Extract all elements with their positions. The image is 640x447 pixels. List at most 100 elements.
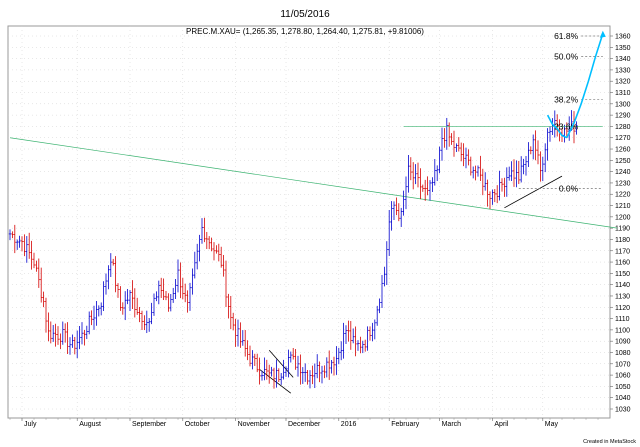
ohlc-bar: [392, 201, 396, 221]
ohlc-bar: [268, 364, 271, 384]
ohlc-bar: [541, 156, 544, 182]
ohlc-bar: [287, 349, 290, 378]
y-tick-label: 1100: [615, 327, 630, 334]
ohlc-bar: [522, 158, 525, 175]
ohlc-bar: [32, 252, 36, 269]
ohlc-bar: [419, 168, 422, 200]
y-tick-label: 1040: [615, 395, 631, 402]
ohlc-bar: [450, 133, 453, 145]
ohlc-bar: [52, 324, 55, 342]
ohlc-bar: [25, 236, 28, 263]
ohlc-bar: [11, 231, 14, 239]
y-tick-label: 1110: [615, 316, 630, 323]
ohlc-bar: [188, 282, 192, 311]
ohlc-bar: [294, 349, 297, 370]
ohlc-bar: [66, 322, 69, 354]
ohlc-bar: [169, 294, 172, 312]
ohlc-bar: [520, 156, 523, 183]
ohlc-bar: [263, 357, 266, 381]
ohlc-bar: [378, 298, 381, 314]
y-tick-label: 1340: [615, 56, 631, 63]
ohlc-bar: [469, 156, 472, 176]
ohlc-bar: [347, 320, 350, 342]
ohlc-bar: [299, 354, 302, 385]
y-tick-label: 1200: [615, 214, 631, 221]
ohlc-bar: [143, 315, 146, 331]
ohlc-bar: [301, 367, 304, 384]
ohlc-bar: [124, 291, 127, 321]
x-tick-label: March: [442, 421, 462, 428]
ohlc-bar: [395, 197, 398, 216]
ohlc-bar: [431, 177, 434, 192]
ohlc-bar: [40, 267, 43, 303]
ohlc-bar: [505, 167, 508, 197]
y-tick-label: 1080: [615, 350, 631, 357]
y-tick-label: 1030: [615, 407, 631, 414]
ohlc-bar: [277, 368, 280, 383]
ohlc-bar: [220, 246, 223, 268]
ohlc-bar: [71, 334, 74, 348]
ohlc-bar: [349, 321, 352, 350]
ohlc-bar: [107, 265, 110, 290]
ohlc-bar: [438, 146, 441, 174]
ohlc-bar: [388, 209, 391, 256]
ohlc-bar: [100, 302, 103, 316]
ohlc-bar: [313, 363, 316, 389]
ohlc-bar: [42, 291, 45, 308]
ohlc-bar: [229, 295, 232, 330]
ohlc-bar: [28, 232, 31, 259]
ohlc-bar: [445, 117, 448, 150]
y-tick-label: 1240: [615, 169, 631, 176]
ohlc-bar: [200, 218, 204, 244]
ohlc-bar: [30, 240, 33, 270]
ohlc-bar: [548, 126, 552, 142]
ohlc-bar: [47, 312, 50, 342]
ohlc-bar: [433, 159, 436, 186]
ohlc-bar: [436, 165, 439, 182]
ohlc-bar: [232, 312, 235, 331]
ohlc-bar: [35, 260, 38, 272]
ohlc-bar: [13, 224, 16, 254]
y-tick-label: 1070: [615, 361, 631, 368]
ohlc-bar: [380, 275, 384, 308]
ohlc-bar: [59, 333, 62, 350]
y-tick-label: 1220: [615, 192, 631, 199]
ohlc-bar: [366, 326, 369, 351]
ohlc-bar: [544, 143, 547, 173]
ohlc-bar: [457, 137, 460, 152]
ohlc-bar: [150, 302, 153, 325]
ohlc-bar: [359, 336, 362, 354]
ohlc-bar: [282, 359, 285, 380]
grid: [8, 26, 610, 418]
ohlc-bar: [88, 311, 91, 335]
fib-label: 0.0%: [559, 184, 579, 194]
ohlc-bar: [80, 322, 84, 345]
ohlc-bar: [323, 365, 326, 379]
ohlc-bar: [64, 323, 67, 343]
ohlc-bar: [368, 326, 372, 341]
ohlc-bar: [167, 293, 170, 312]
ohlc-bar: [352, 328, 355, 344]
fib-label: 61.8%: [554, 31, 579, 41]
ohlc-bar: [222, 254, 225, 277]
ohlc-bar: [332, 356, 336, 376]
fib-label: 38.2%: [554, 94, 579, 104]
y-tick-label: 1310: [615, 90, 631, 97]
ohlc-bar: [162, 278, 165, 300]
chart-quote: PREC.M.XAU= (1,265.35, 1,278.80, 1,264.4…: [186, 27, 424, 36]
ohlc-bar: [402, 190, 405, 216]
ohlc-bar: [508, 166, 511, 181]
ohlc-bar: [236, 319, 240, 347]
ohlc-bar: [440, 127, 444, 161]
ohlc-bar: [138, 307, 141, 323]
y-tick-label: 1090: [615, 339, 631, 346]
ohlc-bar: [176, 259, 180, 293]
y-tick-label: 1060: [615, 373, 631, 380]
ohlc-bar: [16, 239, 19, 250]
ohlc-bar: [174, 278, 177, 299]
ohlc-bar: [208, 236, 211, 250]
ohlc-bar: [18, 235, 21, 248]
ohlc-bar: [145, 310, 148, 334]
ohlc-bar: [85, 325, 88, 340]
y-tick-label: 1290: [615, 113, 631, 120]
